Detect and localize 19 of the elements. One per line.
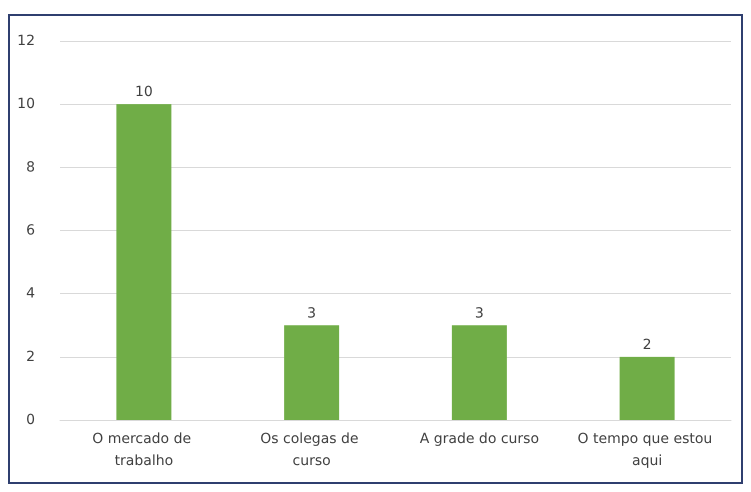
- x-tick-label: O tempo que estou aqui: [578, 431, 717, 469]
- y-tick-label: 10: [17, 96, 35, 112]
- y-tick-label: 2: [26, 348, 35, 365]
- x-tick-label: O mercado de trabalho: [92, 431, 196, 469]
- bar: [452, 325, 507, 420]
- y-tick-label: 12: [17, 33, 35, 49]
- y-tick-label: 0: [26, 412, 35, 428]
- x-tick-label: A grade do curso: [420, 431, 540, 447]
- data-label: 3: [474, 305, 484, 322]
- bar: [284, 325, 340, 420]
- bar: [620, 356, 675, 420]
- bar: [116, 104, 172, 420]
- data-label: 10: [134, 84, 153, 100]
- x-tick-label: Os colegas de curso: [260, 431, 363, 469]
- data-label: 2: [642, 336, 652, 353]
- y-tick-label: 8: [26, 159, 35, 176]
- y-tick-label: 6: [26, 222, 36, 238]
- y-tick-label: 4: [26, 286, 36, 302]
- data-label: 3: [307, 305, 316, 322]
